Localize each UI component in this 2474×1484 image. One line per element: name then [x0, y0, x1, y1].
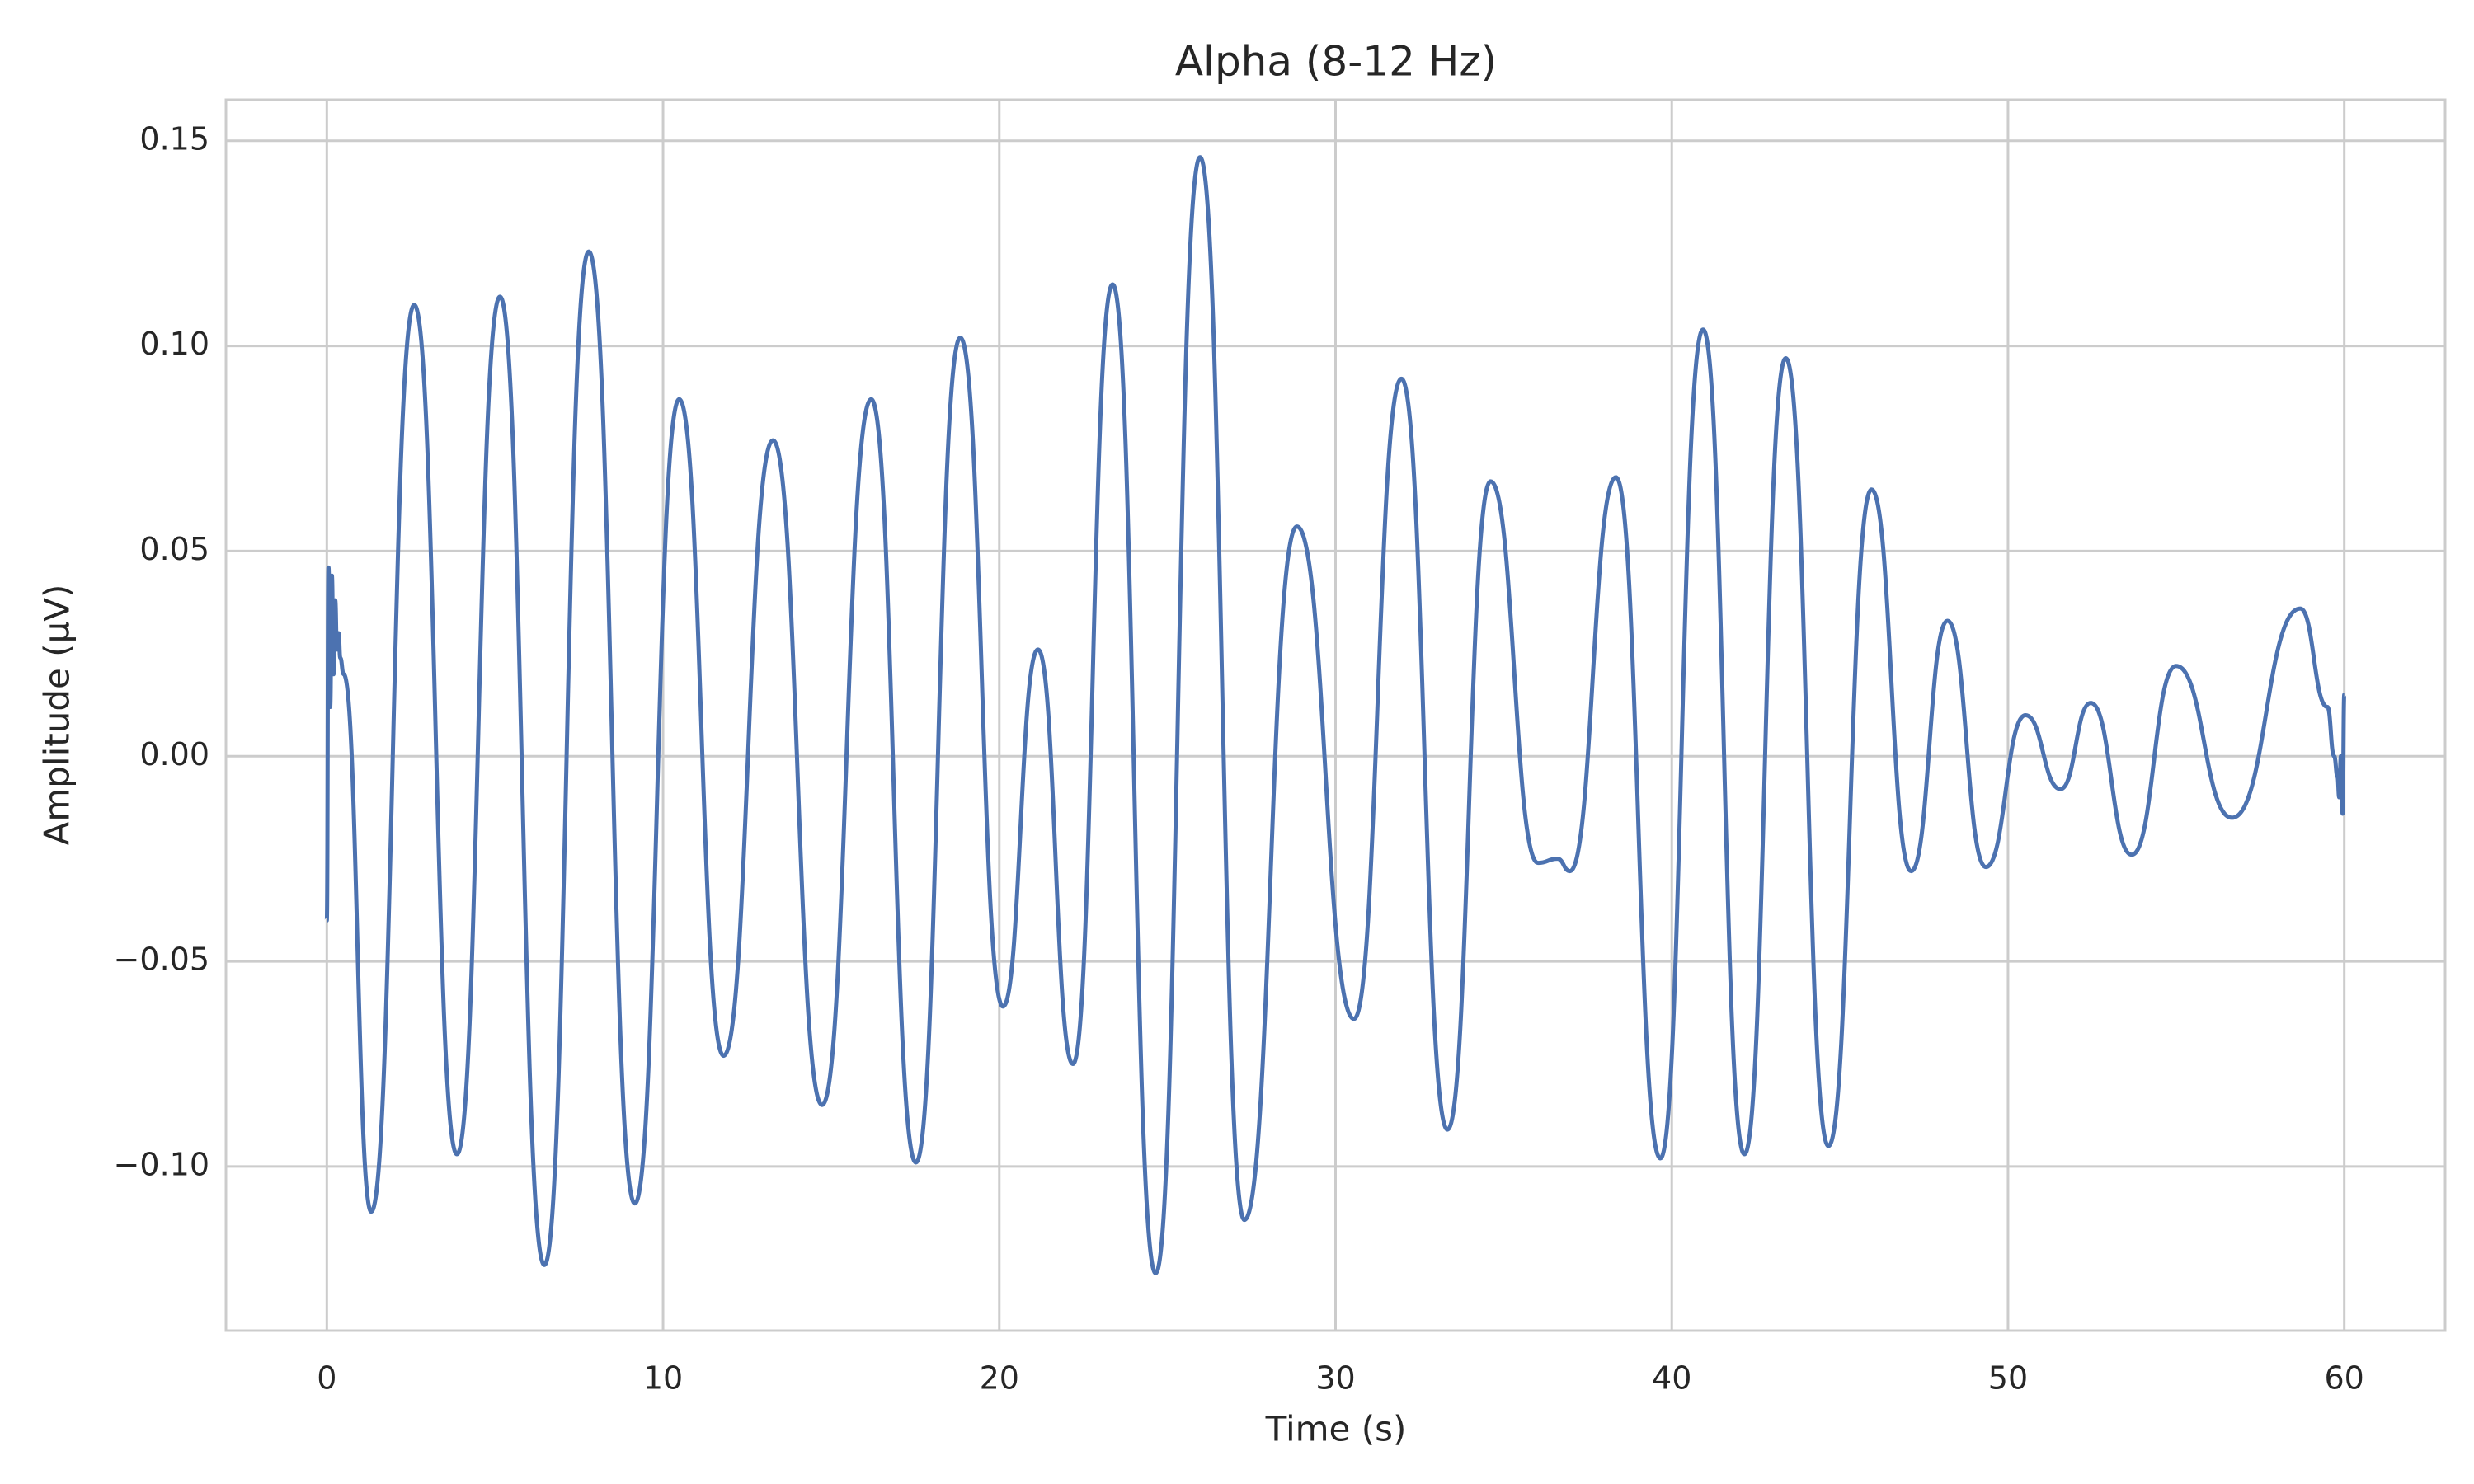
y-tick-label: −0.05 — [114, 942, 209, 978]
x-tick-label: 30 — [1315, 1360, 1355, 1397]
y-tick-label: 0.00 — [139, 736, 209, 773]
signal-line — [324, 155, 2347, 1275]
x-tick-label: 60 — [2325, 1360, 2364, 1397]
y-axis-label: Amplitude (µV) — [37, 585, 78, 846]
y-tick-label: 0.15 — [139, 120, 209, 157]
x-tick-label: 10 — [643, 1360, 683, 1397]
x-tick-label: 20 — [980, 1360, 1019, 1397]
plot-frame — [224, 98, 2447, 1332]
x-tick-label: 50 — [1988, 1360, 2028, 1397]
x-tick-label: 40 — [1652, 1360, 1691, 1397]
x-tick-label: 0 — [317, 1360, 336, 1397]
y-tick-label: 0.05 — [139, 531, 209, 567]
y-tick-label: 0.10 — [139, 326, 209, 362]
y-tick-label: −0.10 — [114, 1146, 209, 1182]
chart-title: Alpha (8-12 Hz) — [1175, 38, 1497, 86]
x-axis-label: Time (s) — [1265, 1409, 1407, 1449]
